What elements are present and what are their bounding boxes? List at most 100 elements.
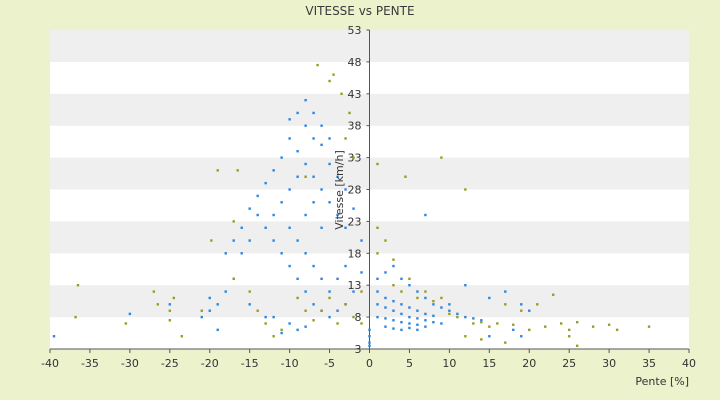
data-point [408,306,411,309]
data-point [432,321,435,324]
data-point [316,63,319,67]
x-tick-label: 20 [522,357,536,370]
data-point [464,188,467,191]
data-point [376,277,379,281]
data-point [264,181,267,185]
data-point [512,323,515,326]
y-axis-label: Vitesse [km/h] [333,150,346,230]
x-tick-label: -15 [241,357,259,370]
y-tick-label: 23 [348,215,362,228]
y-tick-label: 8 [355,311,362,324]
data-point [236,169,239,172]
data-point [248,303,251,306]
data-point [180,335,183,338]
data-points [52,63,651,348]
data-point [200,315,203,319]
data-point [392,264,395,268]
data-point [376,303,379,306]
data-point [416,309,419,312]
data-point [344,303,347,306]
data-point [384,317,387,320]
data-point [76,284,80,287]
data-point [288,264,291,268]
y-tick-label: 38 [348,120,362,133]
data-point [336,277,339,281]
data-point [296,111,299,115]
data-point [488,296,491,300]
data-point [264,322,267,325]
data-point [432,314,435,318]
data-point [52,335,56,338]
data-point [280,156,283,159]
data-point [256,213,259,217]
x-tick-label: 5 [406,357,413,370]
data-point [304,290,307,293]
data-point [208,309,211,312]
y-tick-label: 53 [348,24,362,37]
data-point [408,315,411,319]
x-tick-label: 15 [482,357,496,370]
y-tick-label: 3 [355,343,362,356]
data-point [480,321,483,324]
data-point [392,309,395,312]
data-point [296,239,299,242]
data-point [544,325,547,328]
data-point [280,252,283,255]
data-point [392,284,395,287]
data-point [384,271,387,274]
data-point [216,169,219,172]
data-point [448,309,451,312]
data-point [567,335,571,338]
data-point [312,264,315,268]
data-point [280,331,283,335]
data-point [456,312,459,316]
data-point [408,277,411,281]
data-point [332,73,335,76]
data-point [404,175,407,178]
data-point [256,194,259,198]
data-point [392,327,395,330]
data-point [264,315,267,319]
x-tick-label: -20 [201,357,219,370]
data-point [304,325,307,328]
data-point [432,303,435,306]
data-point [232,239,235,242]
data-point [360,239,363,242]
data-point [448,312,451,316]
data-point [360,290,363,293]
x-tick-label: -35 [81,357,99,370]
data-point [560,322,563,325]
data-point [392,258,395,261]
data-point [232,277,235,281]
data-point [304,309,307,312]
data-point [591,325,595,328]
data-point [128,312,132,316]
x-tick-label: -25 [161,357,179,370]
data-point [280,201,283,204]
data-point [432,299,435,303]
data-point [320,277,323,281]
data-point [336,322,339,325]
y-tick-label: 13 [348,279,362,292]
data-point [328,162,331,166]
x-tick-label: 40 [682,357,696,370]
data-point [336,213,339,217]
data-point [320,188,323,191]
data-point [424,290,427,293]
data-point [296,328,299,332]
data-point [400,277,403,281]
data-point [248,239,251,242]
data-point [400,312,403,316]
data-point [552,293,555,296]
data-point [456,315,459,319]
data-point [172,296,176,300]
data-point [528,328,531,332]
data-point [416,328,419,332]
data-point [304,252,307,255]
data-point [248,290,251,293]
x-tick-label: -40 [41,357,59,370]
data-point [408,326,411,330]
data-point [304,98,307,102]
data-point [304,213,307,217]
data-point [264,226,267,229]
